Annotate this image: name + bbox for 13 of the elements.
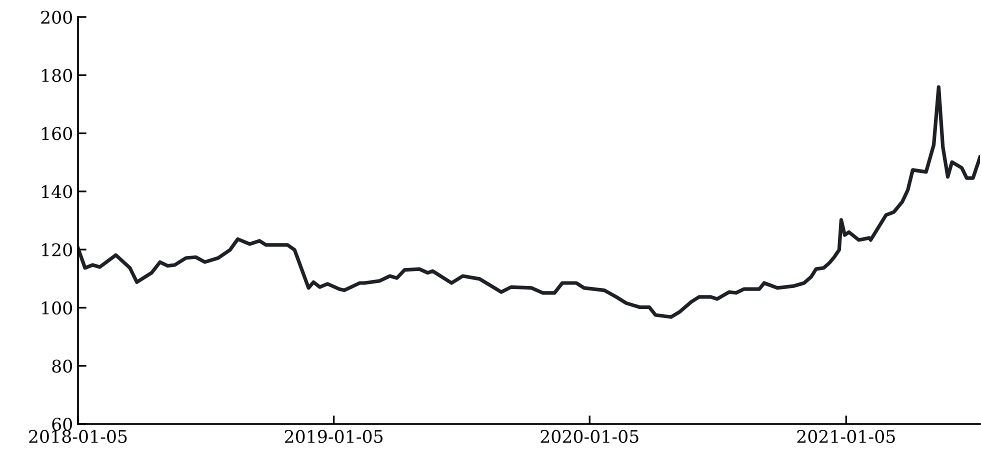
y-tick-label: 80 — [52, 360, 72, 373]
y-tick-label: 100 — [42, 301, 72, 315]
x-tick-label: 2019-01-05 — [284, 430, 383, 443]
y-tick-label: 60 — [52, 418, 72, 431]
y-tick-label: 120 — [42, 243, 72, 256]
line-series — [78, 85, 980, 319]
y-tick-label: 180 — [42, 68, 72, 82]
y-tick-label: 200 — [41, 10, 72, 24]
x-tick-label: 2021-01-05 — [797, 430, 895, 443]
x-tick-label: 2018-01-05 — [29, 430, 127, 443]
x-tick-label: 2020-01-05 — [540, 430, 638, 443]
y-tick-label: 140 — [42, 185, 72, 198]
y-tick-label: 160 — [42, 126, 72, 140]
